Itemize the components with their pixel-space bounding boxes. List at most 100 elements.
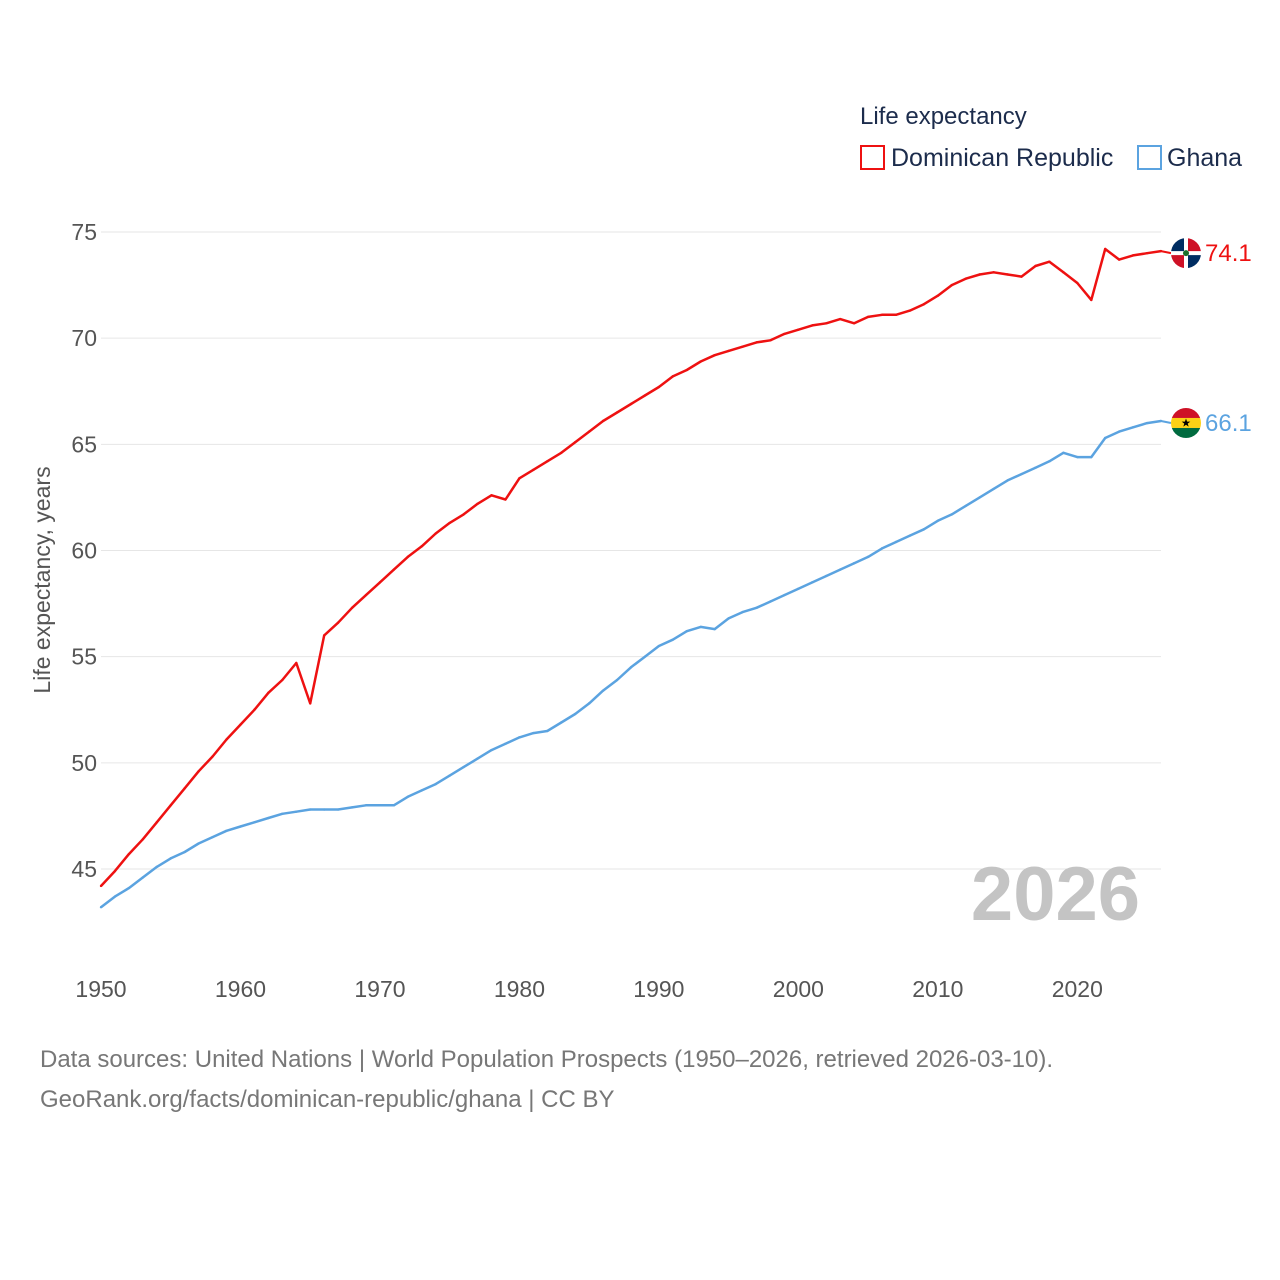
data-point-dominican-republic-2005: [866, 315, 870, 319]
data-point-ghana-2011: [950, 513, 953, 516]
data-point-ghana-2022: [1104, 436, 1107, 440]
data-point-dominican-republic-1974: [434, 532, 437, 535]
data-point-ghana-1954: [155, 865, 158, 869]
data-point-ghana-2017: [1034, 466, 1037, 469]
legend-item-ghana[interactable]: Ghana: [1137, 144, 1242, 172]
data-point-dominican-republic-1967: [336, 621, 340, 624]
legend-label-dominican-republic: Dominican Republic: [891, 144, 1113, 172]
data-point-ghana-1962: [267, 816, 270, 820]
data-point-ghana-2025: [1145, 421, 1149, 425]
data-point-dominican-republic-2016: [1020, 275, 1023, 278]
data-point-ghana-1963: [281, 812, 284, 815]
data-point-dominican-republic-1969: [364, 593, 368, 597]
x-tick-label-2010: 2010: [912, 976, 963, 1002]
legend-item-dominican-republic[interactable]: Dominican Republic: [860, 144, 1113, 172]
data-point-dominican-republic-1987: [615, 411, 619, 414]
data-point-ghana-1992: [685, 629, 688, 633]
grid-lines: [101, 231, 1161, 870]
data-point-ghana-1979: [504, 742, 507, 745]
data-point-ghana-2005: [866, 555, 870, 559]
legend-swatch-ghana: [1137, 145, 1162, 170]
data-point-ghana-1998: [769, 600, 772, 603]
data-point-dominican-republic-1957: [197, 770, 200, 773]
ghana-end-value: 66.1: [1205, 410, 1252, 437]
data-point-ghana-1964: [295, 810, 298, 813]
data-point-dominican-republic-1971: [392, 568, 396, 571]
x-tick-label-1980: 1980: [494, 976, 545, 1002]
data-point-dominican-republic-1973: [420, 545, 423, 548]
data-point-ghana-1955: [169, 857, 172, 860]
footer: Data sources: United Nations | World Pop…: [40, 1040, 1260, 1120]
data-point-ghana-1984: [574, 712, 577, 716]
data-point-ghana-2003: [839, 568, 842, 571]
data-point-ghana-1978: [490, 748, 493, 752]
series-line-dominican-republic: [100, 247, 1162, 887]
data-point-ghana-1974: [434, 782, 437, 786]
data-point-ghana-1973: [420, 789, 423, 792]
data-point-ghana-1981: [532, 731, 535, 735]
data-point-ghana-1986: [601, 689, 605, 692]
life-expectancy-chart: 45 50 55 60 65 70 75 1950 1960 1970 1980 1990 2000 2…: [29, 103, 1252, 1002]
data-point-dominican-republic-1952: [127, 852, 131, 856]
data-point-dominican-republic-2009: [922, 302, 926, 306]
data-point-dominican-republic-2025: [1145, 252, 1149, 255]
data-point-dominican-republic-1970: [378, 581, 382, 584]
data-point-dominican-republic-1985: [587, 430, 591, 433]
y-tick-label-50: 50: [71, 750, 97, 776]
data-point-dominican-republic-1975: [448, 521, 451, 525]
data-point-ghana-1990: [657, 644, 661, 648]
data-point-ghana-2014: [992, 487, 995, 491]
data-point-dominican-republic-1961: [253, 708, 256, 711]
data-point-dominican-republic-2014: [992, 271, 995, 274]
ghana-end-marker: 66.1: [1160, 407, 1252, 438]
data-point-ghana-2008: [908, 534, 912, 537]
data-point-ghana-1997: [755, 606, 758, 610]
series-line-ghana: [100, 419, 1162, 909]
data-point-dominican-republic-1983: [560, 451, 563, 455]
legend-swatch-dominican-republic: [860, 145, 885, 170]
data-point-ghana-1960: [239, 825, 242, 828]
data-point-ghana-2007: [894, 540, 898, 544]
series-lines: [100, 247, 1162, 909]
data-point-dominican-republic-2020: [1076, 281, 1079, 285]
data-point-ghana-1970: [378, 804, 382, 807]
series-points: [99, 247, 1163, 909]
data-point-ghana-1989: [643, 655, 647, 658]
year-watermark: 2026: [971, 852, 1140, 937]
data-point-ghana-2018: [1048, 460, 1051, 463]
data-point-dominican-republic-1993: [699, 360, 702, 363]
data-point-dominican-republic-1956: [183, 787, 186, 790]
ghana-flag-icon: [1171, 407, 1201, 438]
data-point-ghana-1976: [462, 765, 465, 769]
data-point-dominican-republic-1995: [727, 349, 730, 353]
data-point-dominican-republic-2010: [936, 294, 940, 297]
data-point-dominican-republic-1984: [574, 441, 577, 444]
data-point-ghana-2012: [964, 504, 967, 508]
data-point-dominican-republic-1990: [657, 385, 661, 389]
y-tick-label-60: 60: [71, 538, 97, 564]
dominican-republic-connector: [1160, 250, 1172, 255]
data-point-dominican-republic-1979: [504, 498, 507, 501]
dominican-republic-flag-icon: [1171, 238, 1201, 269]
data-point-dominican-republic-2019: [1062, 271, 1065, 274]
data-point-ghana-2009: [922, 528, 926, 531]
data-point-ghana-1961: [253, 821, 256, 824]
data-point-dominican-republic-1976: [462, 513, 465, 516]
y-tick-label-65: 65: [71, 431, 97, 457]
x-tick-label-2000: 2000: [773, 976, 824, 1002]
data-point-dominican-republic-1980: [518, 477, 521, 480]
data-point-dominican-republic-2023: [1117, 258, 1121, 261]
y-tick-label-75: 75: [71, 219, 97, 245]
data-point-ghana-2016: [1020, 472, 1023, 476]
data-point-ghana-1958: [211, 835, 214, 839]
data-point-ghana-2002: [825, 574, 828, 578]
data-point-ghana-1967: [336, 808, 340, 811]
data-point-ghana-1968: [350, 806, 354, 809]
data-point-dominican-republic-1981: [532, 468, 535, 472]
data-point-ghana-2000: [797, 587, 800, 590]
x-tick-label-1960: 1960: [215, 976, 266, 1002]
data-point-dominican-republic-1992: [685, 368, 688, 372]
data-point-ghana-2001: [811, 581, 814, 584]
ghana-connector: [1160, 419, 1172, 424]
data-point-dominican-republic-2006: [880, 313, 884, 317]
